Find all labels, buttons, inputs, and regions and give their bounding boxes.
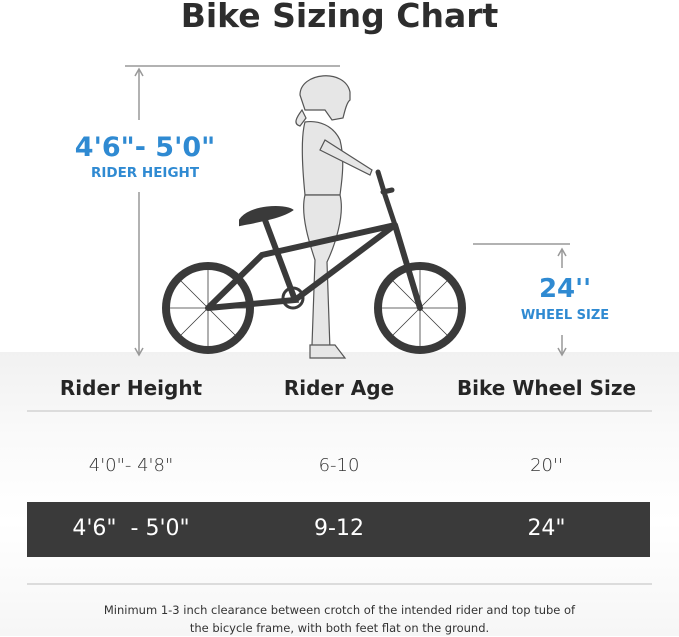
wheel-size-label: WHEEL SIZE — [520, 308, 610, 323]
highlighted-row — [27, 502, 650, 557]
fit-note: Minimum 1-3 inch clearance between crotc… — [103, 603, 576, 635]
header-rider-age: Rider Age — [283, 376, 395, 400]
rider-height-value: 4'6"- 5'0" — [74, 132, 216, 163]
divider — [27, 583, 652, 585]
table-cell: 6-10 — [318, 455, 360, 476]
header-rider-height: Rider Height — [59, 376, 203, 400]
bicycle — [162, 169, 466, 354]
table-background — [0, 352, 679, 636]
rider-figure — [295, 75, 373, 359]
wheel-size-indicator — [473, 243, 570, 357]
bike-rider-illustration — [125, 65, 570, 359]
header-wheel-size: Bike Wheel Size — [456, 376, 637, 400]
divider — [27, 410, 652, 412]
table-cell: 9-12 — [314, 516, 364, 541]
rider-height-label: RIDER HEIGHT — [90, 165, 200, 181]
rider-height-indicator — [125, 65, 340, 357]
table-cell: 20'' — [530, 455, 563, 476]
table-cell: 24" — [527, 516, 566, 541]
table-cell: 4'0"- 4'8" — [88, 455, 174, 476]
page-title: Bike Sizing Chart — [180, 0, 499, 35]
wheel-size-value: 24'' — [538, 274, 592, 304]
table-cell: 4'6" - 5'0" — [72, 516, 190, 541]
